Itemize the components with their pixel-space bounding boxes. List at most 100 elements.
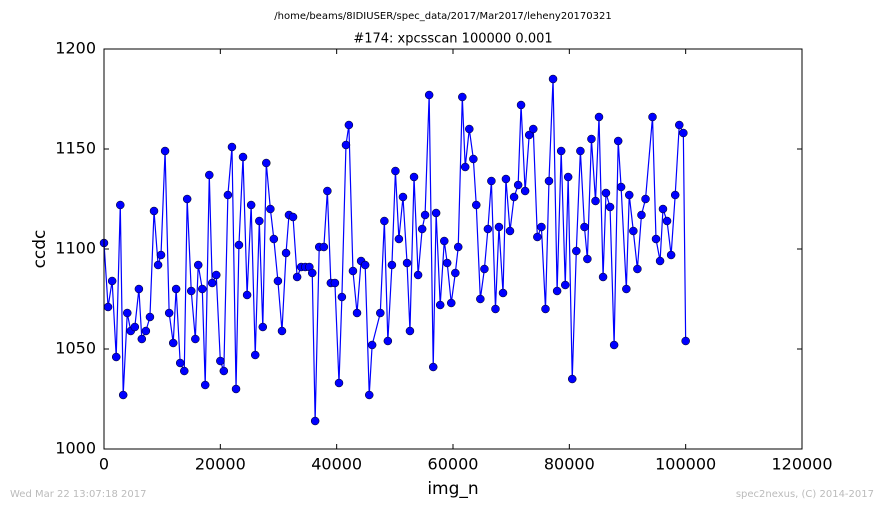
- data-point: [405, 326, 415, 336]
- y-tick-label: 1000: [55, 439, 96, 458]
- y-axis-label: ccdc: [30, 230, 50, 269]
- data-point: [273, 276, 283, 286]
- data-point: [330, 278, 340, 288]
- data-point: [480, 264, 489, 274]
- data-point: [207, 278, 217, 288]
- data-point: [440, 236, 449, 246]
- data-point: [516, 100, 526, 110]
- data-point: [160, 146, 170, 156]
- data-point: [544, 176, 554, 186]
- data-point: [223, 190, 233, 200]
- data-point: [451, 268, 460, 278]
- data-point: [360, 260, 370, 270]
- chart-path: /home/beams/8IDIUSER/spec_data/2017/Mar2…: [274, 11, 611, 22]
- data-point: [552, 286, 562, 296]
- data-point: [563, 172, 573, 182]
- data-point: [168, 338, 178, 348]
- data-point: [116, 200, 125, 210]
- data-point: [529, 124, 538, 134]
- data-point: [613, 136, 623, 146]
- data-point: [250, 350, 260, 360]
- data-point: [180, 366, 189, 376]
- x-tick-label: 120000: [771, 455, 832, 474]
- data-point: [637, 210, 646, 220]
- data-point: [262, 158, 271, 168]
- data-point: [118, 390, 128, 400]
- data-point: [662, 216, 672, 226]
- data-point: [537, 222, 546, 232]
- data-point: [442, 258, 452, 268]
- data-point: [141, 326, 151, 336]
- data-point: [156, 250, 166, 260]
- plot-frame: [103, 48, 803, 450]
- data-point: [605, 202, 615, 212]
- data-point: [580, 222, 589, 232]
- data-point: [681, 336, 690, 346]
- data-point: [348, 266, 358, 276]
- data-point: [513, 180, 523, 190]
- data-point: [402, 258, 412, 268]
- data-point: [383, 336, 393, 346]
- data-point: [255, 216, 264, 226]
- data-point: [310, 416, 320, 426]
- data-point: [583, 254, 592, 264]
- data-point: [387, 260, 397, 270]
- data-point: [576, 146, 585, 156]
- data-point: [658, 204, 668, 214]
- data-point: [134, 284, 144, 294]
- data-point: [364, 390, 374, 400]
- data-point: [219, 366, 229, 376]
- data-point: [376, 308, 385, 318]
- data-point: [453, 242, 463, 252]
- data-point: [130, 322, 140, 332]
- data-point: [205, 170, 214, 180]
- data-point: [648, 112, 657, 122]
- data-point: [413, 270, 423, 280]
- data-point: [472, 200, 481, 210]
- data-point: [198, 284, 207, 294]
- x-tick-label: 0: [99, 455, 109, 474]
- data-point: [651, 234, 661, 244]
- x-tick-label: 60000: [428, 455, 479, 474]
- data-point: [145, 312, 155, 322]
- data-point: [337, 292, 347, 302]
- data-point: [601, 188, 611, 198]
- data-point: [666, 250, 676, 260]
- data-point: [465, 124, 474, 134]
- data-point: [561, 280, 570, 290]
- data-point: [409, 172, 419, 182]
- data-point: [483, 224, 493, 234]
- data-point: [567, 374, 577, 384]
- data-point: [655, 256, 665, 266]
- data-point: [319, 242, 329, 252]
- data-point: [469, 154, 478, 164]
- data-point: [153, 260, 163, 270]
- data-point: [187, 286, 196, 296]
- x-tick-label: 80000: [544, 455, 595, 474]
- data-point: [498, 288, 508, 298]
- data-point: [288, 212, 298, 222]
- data-point: [103, 302, 113, 312]
- data-point: [624, 190, 634, 200]
- y-tick-label: 1200: [55, 39, 96, 58]
- data-point: [609, 340, 619, 350]
- data-point: [572, 246, 581, 256]
- y-tick-label: 1050: [55, 339, 96, 358]
- data-point: [476, 294, 485, 304]
- data-point: [431, 208, 441, 218]
- data-point: [246, 200, 256, 210]
- data-point: [541, 304, 550, 314]
- footer-right: spec2nexus, (C) 2014-2017: [736, 489, 874, 500]
- data-point: [417, 224, 427, 234]
- data-point: [675, 120, 684, 130]
- x-tick-label: 40000: [311, 455, 362, 474]
- data-point: [594, 112, 604, 122]
- data-point: [501, 174, 511, 184]
- footer-left: Wed Mar 22 13:07:18 2017: [10, 489, 146, 500]
- data-point: [238, 152, 248, 162]
- data-point: [616, 182, 626, 192]
- data-point: [367, 340, 377, 350]
- data-point: [380, 216, 389, 226]
- data-point: [123, 308, 132, 318]
